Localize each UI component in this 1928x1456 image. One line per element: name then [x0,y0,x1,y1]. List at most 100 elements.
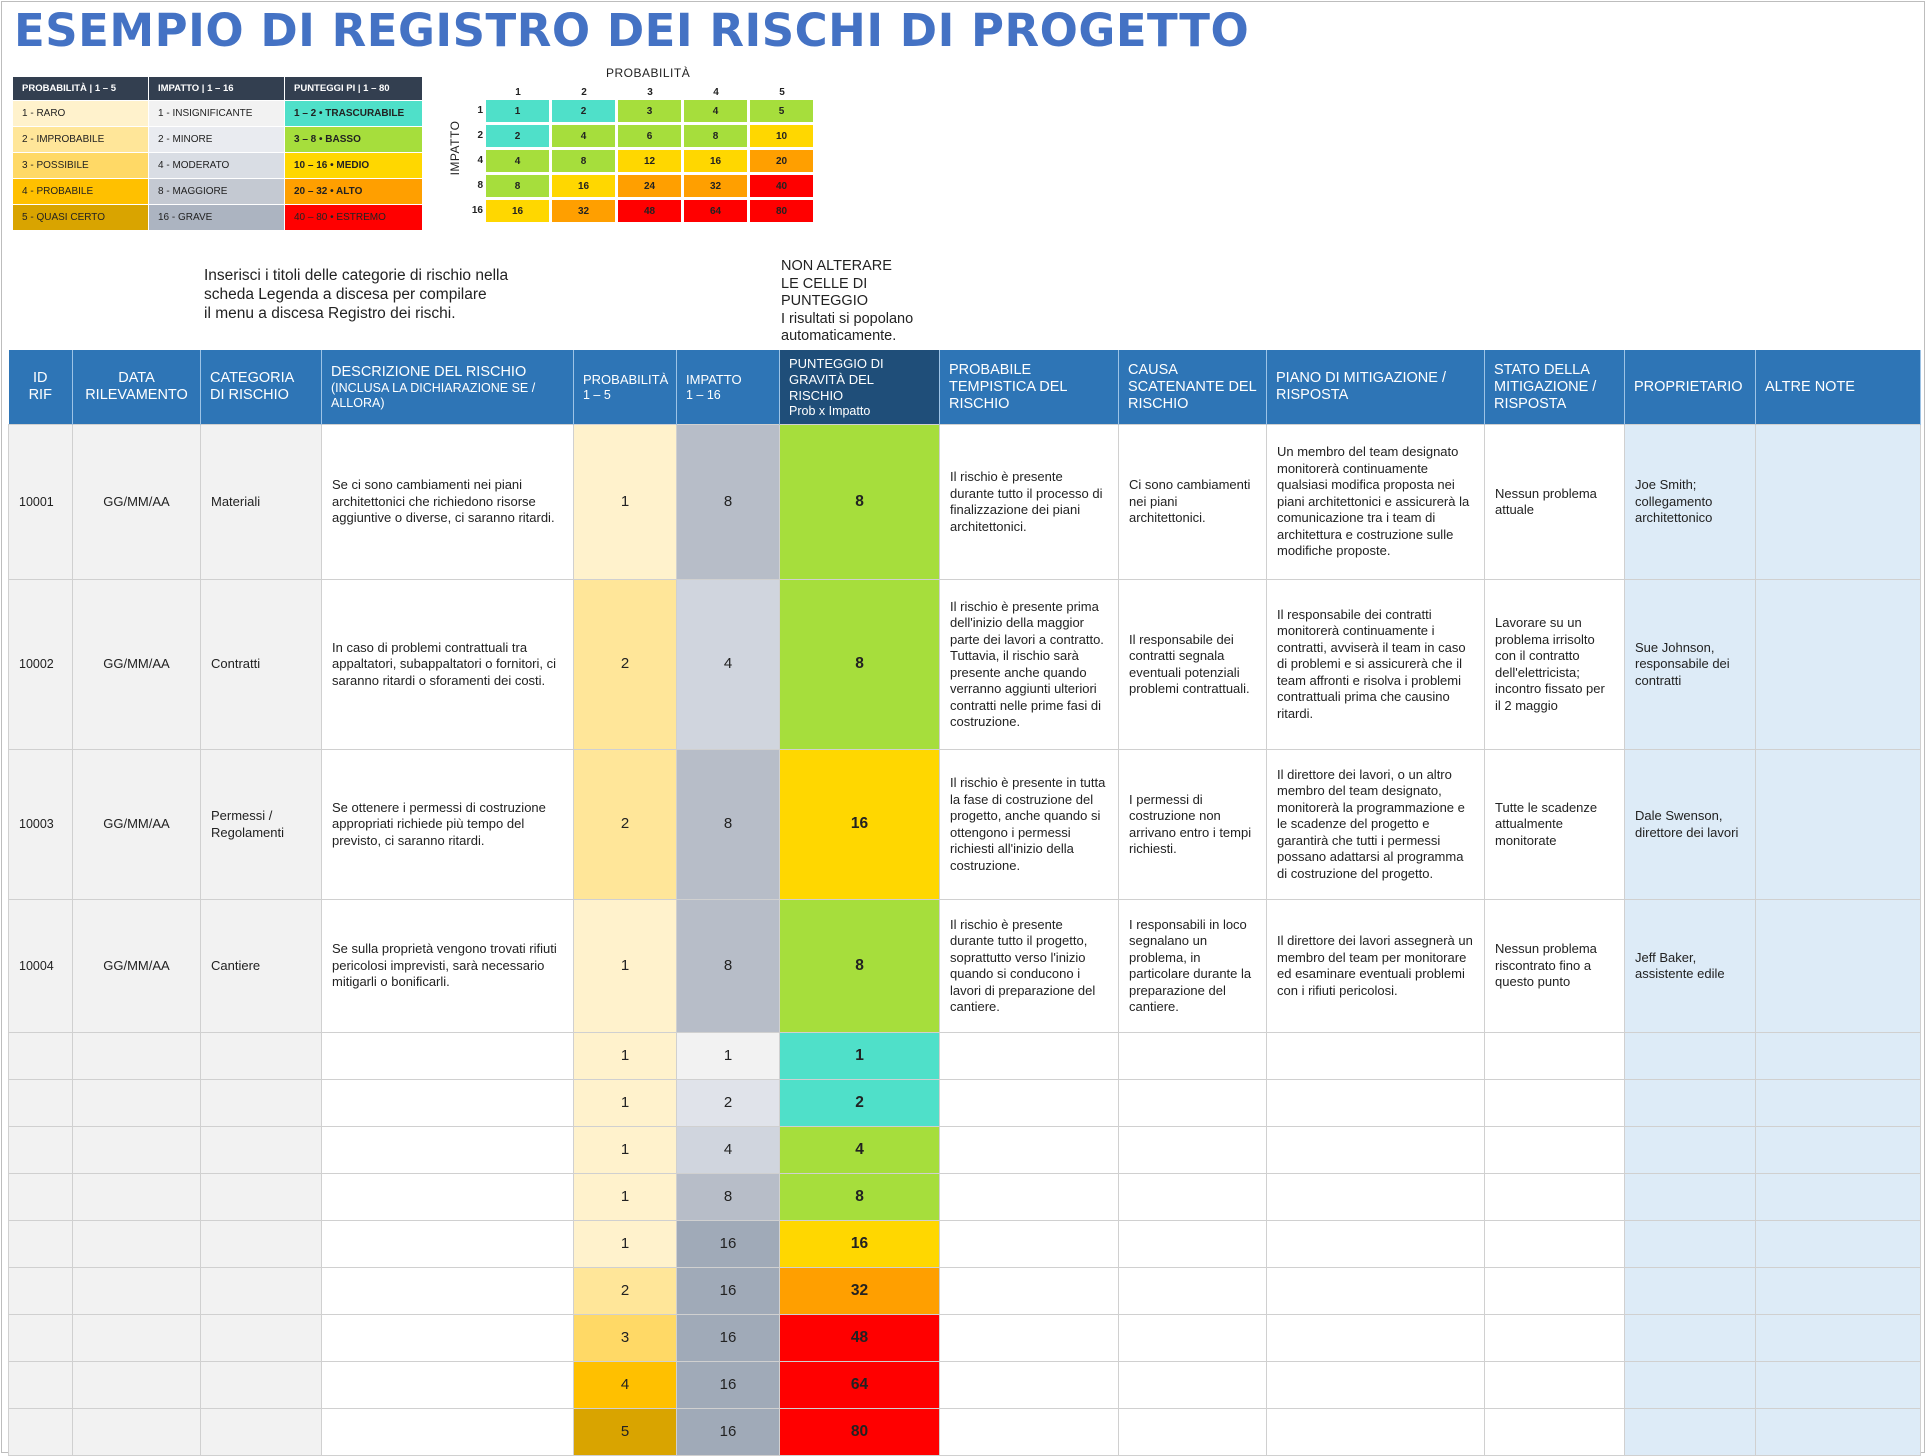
row-timing-cell[interactable]: Il rischio è presente durante tutto il p… [939,424,1119,580]
row-impact-cell[interactable]: 4 [676,579,780,750]
row-score-cell[interactable]: 8 [779,424,940,580]
row-date-cell[interactable] [72,1408,201,1456]
row-owner-cell[interactable] [1624,1267,1756,1315]
row-description-cell[interactable] [321,1173,574,1221]
row-status-cell[interactable]: Tutte le scadenze attualmente monitorate [1484,749,1625,900]
row-status-cell[interactable]: Nessun problema attuale [1484,424,1625,580]
row-score-cell[interactable]: 80 [779,1408,940,1456]
row-description-cell[interactable]: Se sulla proprietà vengono trovati rifiu… [321,899,574,1033]
row-plan-cell[interactable] [1266,1173,1485,1221]
row-id-cell[interactable] [8,1408,73,1456]
row-category-cell[interactable] [200,1314,322,1362]
row-owner-cell[interactable] [1624,1173,1756,1221]
row-cause-cell[interactable] [1118,1079,1267,1127]
row-plan-cell[interactable] [1266,1408,1485,1456]
row-owner-cell[interactable]: Dale Swenson, direttore dei lavori [1624,749,1756,900]
row-score-cell[interactable]: 8 [779,1173,940,1221]
row-status-cell[interactable]: Lavorare su un problema irrisolto con il… [1484,579,1625,750]
row-status-cell[interactable] [1484,1267,1625,1315]
row-score-cell[interactable]: 16 [779,1220,940,1268]
row-description-cell[interactable] [321,1361,574,1409]
row-timing-cell[interactable] [939,1173,1119,1221]
row-timing-cell[interactable] [939,1361,1119,1409]
row-score-cell[interactable]: 48 [779,1314,940,1362]
row-owner-cell[interactable] [1624,1408,1756,1456]
row-probability-cell[interactable]: 3 [573,1314,677,1362]
row-id-cell[interactable] [8,1032,73,1080]
row-impact-cell[interactable]: 16 [676,1267,780,1315]
row-status-cell[interactable]: Nessun problema riscontrato fino a quest… [1484,899,1625,1033]
row-date-cell[interactable]: GG/MM/AA [72,899,201,1033]
row-notes-cell[interactable] [1755,1314,1921,1362]
row-category-cell[interactable]: Contratti [200,579,322,750]
row-cause-cell[interactable] [1118,1408,1267,1456]
row-category-cell[interactable] [200,1267,322,1315]
row-status-cell[interactable] [1484,1314,1625,1362]
row-id-cell[interactable]: 10001 [8,424,73,580]
row-description-cell[interactable] [321,1220,574,1268]
row-plan-cell[interactable]: Il direttore dei lavori, o un altro memb… [1266,749,1485,900]
row-owner-cell[interactable]: Sue Johnson, responsabile dei contratti [1624,579,1756,750]
row-impact-cell[interactable]: 16 [676,1361,780,1409]
row-timing-cell[interactable]: Il rischio è presente in tutta la fase d… [939,749,1119,900]
row-cause-cell[interactable] [1118,1267,1267,1315]
row-notes-cell[interactable] [1755,1267,1921,1315]
row-owner-cell[interactable]: Jeff Baker, assistente edile [1624,899,1756,1033]
row-probability-cell[interactable]: 1 [573,899,677,1033]
row-description-cell[interactable] [321,1079,574,1127]
row-score-cell[interactable]: 2 [779,1079,940,1127]
row-notes-cell[interactable] [1755,1126,1921,1174]
row-cause-cell[interactable] [1118,1314,1267,1362]
row-plan-cell[interactable]: Un membro del team designato monitorerà … [1266,424,1485,580]
row-notes-cell[interactable] [1755,749,1921,900]
row-cause-cell[interactable] [1118,1361,1267,1409]
row-description-cell[interactable]: Se ottenere i permessi di costruzione ap… [321,749,574,900]
row-notes-cell[interactable] [1755,1361,1921,1409]
row-cause-cell[interactable] [1118,1032,1267,1080]
row-impact-cell[interactable]: 16 [676,1314,780,1362]
row-impact-cell[interactable]: 2 [676,1079,780,1127]
row-category-cell[interactable] [200,1126,322,1174]
row-cause-cell[interactable]: Il responsabile dei contratti segnala ev… [1118,579,1267,750]
row-timing-cell[interactable] [939,1408,1119,1456]
row-description-cell[interactable] [321,1032,574,1080]
row-notes-cell[interactable] [1755,899,1921,1033]
row-description-cell[interactable] [321,1126,574,1174]
row-plan-cell[interactable] [1266,1314,1485,1362]
row-description-cell[interactable]: Se ci sono cambiamenti nei piani archite… [321,424,574,580]
row-description-cell[interactable] [321,1314,574,1362]
row-date-cell[interactable] [72,1079,201,1127]
row-id-cell[interactable]: 10003 [8,749,73,900]
row-status-cell[interactable] [1484,1361,1625,1409]
row-score-cell[interactable]: 64 [779,1361,940,1409]
row-plan-cell[interactable] [1266,1126,1485,1174]
row-date-cell[interactable] [72,1126,201,1174]
row-status-cell[interactable] [1484,1126,1625,1174]
row-timing-cell[interactable] [939,1032,1119,1080]
row-category-cell[interactable] [200,1173,322,1221]
row-score-cell[interactable]: 8 [779,579,940,750]
row-notes-cell[interactable] [1755,1173,1921,1221]
row-score-cell[interactable]: 8 [779,899,940,1033]
row-status-cell[interactable] [1484,1032,1625,1080]
row-plan-cell[interactable]: Il responsabile dei contratti monitorerà… [1266,579,1485,750]
row-plan-cell[interactable] [1266,1361,1485,1409]
row-probability-cell[interactable]: 2 [573,579,677,750]
row-impact-cell[interactable]: 8 [676,424,780,580]
row-cause-cell[interactable]: I responsabili in loco segnalano un prob… [1118,899,1267,1033]
row-plan-cell[interactable] [1266,1032,1485,1080]
row-score-cell[interactable]: 1 [779,1032,940,1080]
row-notes-cell[interactable] [1755,1220,1921,1268]
row-cause-cell[interactable]: I permessi di costruzione non arrivano e… [1118,749,1267,900]
row-owner-cell[interactable]: Joe Smith; collegamento architettonico [1624,424,1756,580]
row-owner-cell[interactable] [1624,1361,1756,1409]
row-impact-cell[interactable]: 16 [676,1408,780,1456]
row-id-cell[interactable] [8,1173,73,1221]
row-category-cell[interactable] [200,1220,322,1268]
row-cause-cell[interactable] [1118,1173,1267,1221]
row-owner-cell[interactable] [1624,1032,1756,1080]
row-date-cell[interactable]: GG/MM/AA [72,424,201,580]
row-category-cell[interactable] [200,1032,322,1080]
row-category-cell[interactable] [200,1361,322,1409]
row-cause-cell[interactable]: Ci sono cambiamenti nei piani architetto… [1118,424,1267,580]
